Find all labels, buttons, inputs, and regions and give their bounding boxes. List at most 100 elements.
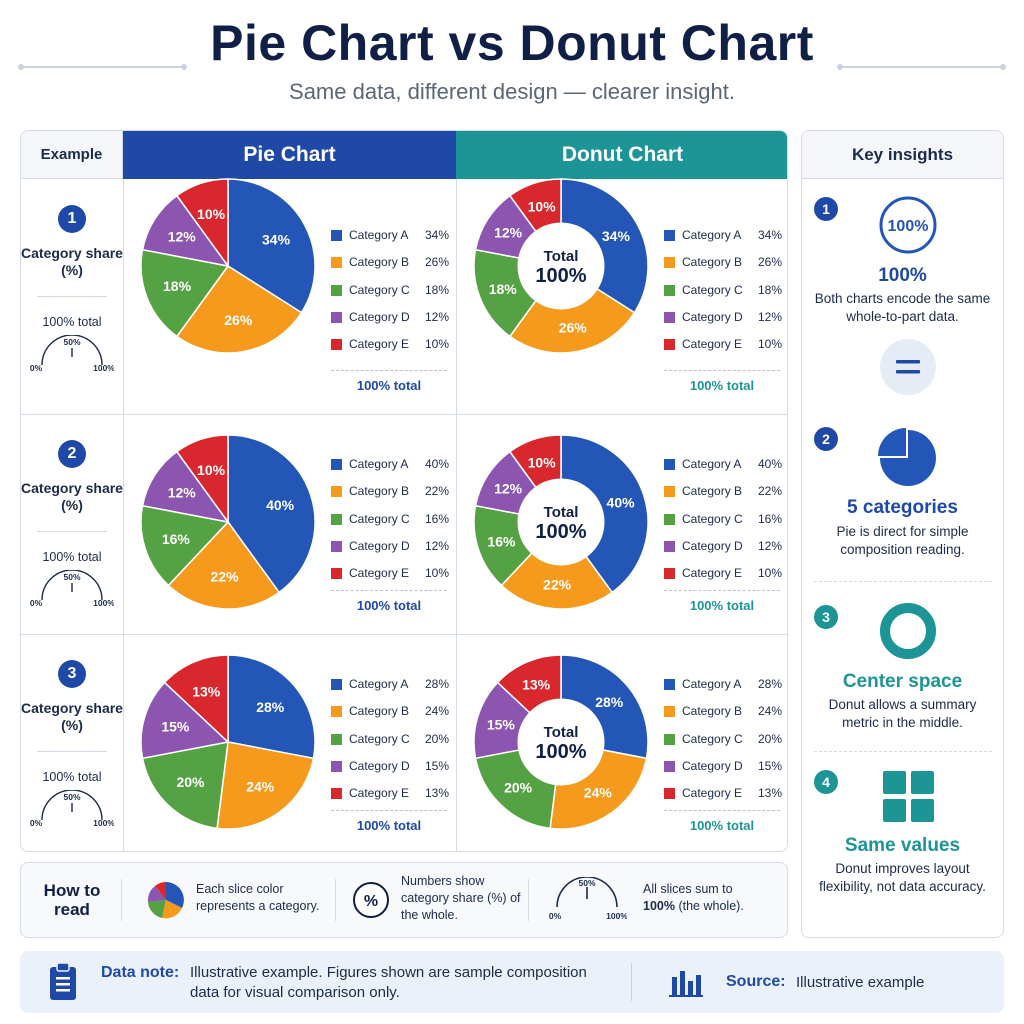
gauge-mid-label: 50% (63, 337, 80, 347)
legend-value: 13% (424, 786, 449, 801)
percent-circle-icon: 100% (879, 196, 937, 254)
example-separator (37, 531, 107, 532)
legend-swatch (331, 568, 342, 580)
pie-slice-label: 12% (168, 485, 197, 501)
gauge-arc (41, 570, 103, 601)
gauge-icon: 50% 0% 100% (30, 570, 114, 608)
pie-slice (141, 194, 230, 268)
legend-value: 12% (424, 309, 449, 324)
legend-swatch (664, 706, 675, 718)
legend-label: Category E (682, 786, 743, 801)
pie-column-header: Pie Chart (123, 131, 456, 179)
legend-item: Category C 18% (664, 283, 782, 299)
donut-slice-label: 10% (528, 198, 557, 214)
legend-swatch (664, 788, 675, 800)
key-insights-title: Key insights (802, 131, 1003, 179)
legend-item: Category A 40% (664, 457, 782, 473)
color-pie-icon (147, 882, 184, 919)
legend-label: Category C (682, 731, 743, 746)
insight-text: Donut improves layout flexibility, not d… (819, 861, 986, 894)
page-title: Pie Chart vs Donut Chart (210, 15, 814, 71)
gauge-mid-label: 50% (63, 572, 80, 582)
example-cell: 1 Category share (%) 100% total 50% 0% 100% (21, 205, 123, 373)
legend-value: 22% (757, 484, 782, 499)
howto-color-text: Each slice color represents a category. (196, 882, 320, 913)
example-column-header: Example (21, 131, 123, 179)
ring-icon (880, 603, 936, 659)
legend-label: Category E (682, 566, 743, 581)
donut-slice-label: 28% (595, 694, 624, 710)
legend-value: 28% (757, 677, 782, 691)
pie-slice (167, 520, 281, 610)
legend-swatch (664, 760, 675, 772)
gauge-max-label: 100% (93, 363, 114, 373)
legend-value: 34% (757, 228, 782, 242)
legend-divider (664, 590, 780, 591)
insight-text: Donut allows a summary metric in the mid… (828, 697, 977, 730)
legend-divider (664, 810, 780, 811)
legend-swatch (664, 311, 675, 323)
percent-symbol: % (364, 893, 378, 910)
legend-swatch (331, 311, 342, 323)
pie-slice-label: 22% (211, 569, 240, 585)
legend-item: Category D 15% (331, 759, 449, 775)
legend-item: Category B 26% (664, 255, 782, 271)
example-label: Category share (%) (21, 700, 123, 733)
legend-item: Category E 10% (331, 337, 449, 353)
legend-label: Category E (349, 566, 410, 581)
legend-item: Category E 10% (664, 337, 782, 353)
gauge-icon: 50% 0% 100% (549, 877, 627, 921)
example-total-text: 100% total (42, 315, 102, 329)
legend-value: 10% (757, 337, 782, 352)
pie-slice-label: 20% (176, 773, 205, 789)
pie-slice-label: 40% (266, 497, 295, 513)
legend-label: Category D (682, 538, 743, 553)
donut-slice (500, 520, 614, 610)
column-divider (456, 179, 457, 851)
pie-slice-label: 26% (224, 312, 253, 328)
gauge-arc (41, 790, 103, 821)
legend-value: 26% (757, 255, 782, 270)
insight-number: 1 (814, 197, 838, 221)
legend-total: 100% total (356, 378, 422, 393)
howto-divider (528, 879, 529, 921)
legend-value: 26% (424, 255, 449, 270)
legend-label: Category D (682, 758, 743, 773)
legend-label: Category D (349, 538, 410, 553)
legend-value: 24% (424, 704, 449, 719)
legend-label: Category C (682, 511, 743, 526)
legend-label: Category A (349, 457, 409, 471)
gauge-arc (41, 335, 103, 366)
example-label: Category share (%) (21, 480, 123, 513)
pie-chart: 40% 22% 16% 12%10% (140, 434, 316, 610)
data-note-text: Illustrative example. Figures shown are … (190, 964, 587, 1001)
title-divider-left (18, 64, 187, 70)
howto-sum-a: All slices sum to (643, 882, 733, 896)
legend-swatch (664, 540, 675, 552)
pie-slice (140, 248, 230, 338)
percent-circle-text: 100% (888, 218, 929, 235)
legend-label: Category B (349, 704, 410, 719)
legend-item: Category A 34% (664, 228, 782, 244)
legend-swatch (664, 486, 675, 498)
insight-title: 5 categories (847, 497, 958, 518)
legend-item: Category C 18% (331, 283, 449, 299)
legend-item: Category B 24% (331, 704, 449, 720)
legend-value: 13% (757, 786, 782, 801)
legend-label: Category C (349, 731, 410, 746)
legend-label: Category E (682, 337, 743, 352)
legend-value: 12% (757, 538, 782, 553)
source-label: Source: (726, 973, 786, 990)
legend-item: Category A 34% (331, 228, 449, 244)
legend-value: 40% (757, 457, 782, 471)
howto-divider (121, 879, 122, 921)
legend-label: Category C (682, 282, 743, 297)
pie-chart: 28% 24% 20% 15% 13% (140, 653, 316, 830)
insight-separator (814, 751, 992, 752)
legend-swatch (664, 339, 675, 351)
insight-number: 3 (814, 605, 838, 629)
legend-swatch (331, 257, 342, 269)
donut-slice-label: 34% (602, 228, 631, 244)
pie-slice (163, 653, 229, 744)
